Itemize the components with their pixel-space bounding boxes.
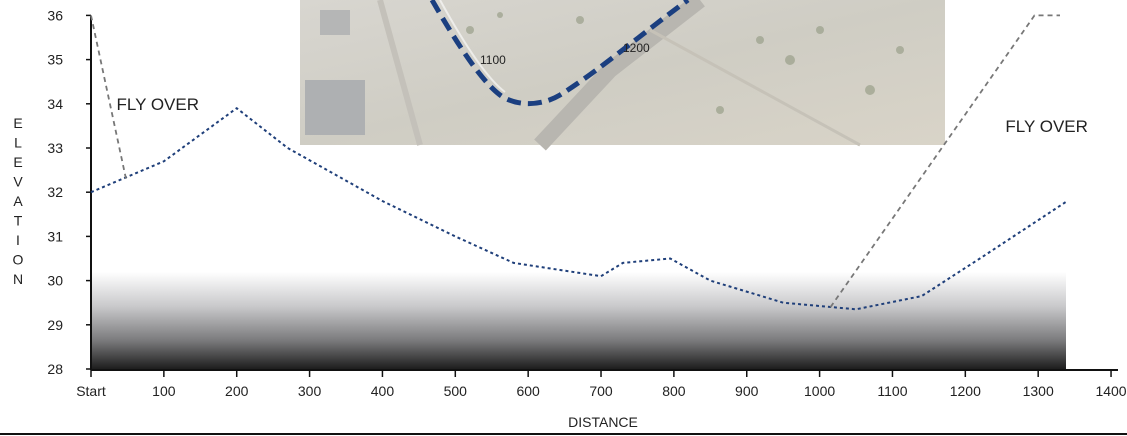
- x-tick-label: 1400: [1095, 383, 1126, 399]
- x-tick-label: 1000: [804, 383, 835, 399]
- x-tick-label: 100: [152, 383, 176, 399]
- series-lines: [90, 14, 1068, 311]
- fly-over-annotation: FLY OVER: [1005, 117, 1088, 136]
- map-building: [305, 80, 365, 135]
- x-tick-label: Start: [76, 383, 106, 399]
- map-vegetation: [466, 12, 904, 114]
- y-axis-title-letter: E: [13, 115, 22, 131]
- x-tick-label: 600: [516, 383, 540, 399]
- map-road: [534, 0, 705, 151]
- y-tick-label: 34: [47, 96, 63, 112]
- y-axis-title-letter: O: [13, 252, 24, 268]
- x-tick-label: 900: [735, 383, 759, 399]
- annotations: FLY OVER FLY OVER: [117, 95, 1088, 136]
- y-axis-title-letter: V: [13, 174, 23, 190]
- y-tick-label: 30: [47, 273, 63, 289]
- map-route: [429, 0, 690, 107]
- elevation-profile-line: [90, 106, 1068, 311]
- map-track: [649, 28, 861, 147]
- x-tick-label: 300: [298, 383, 322, 399]
- y-axis-title-letter: T: [14, 213, 23, 229]
- y-axis-title-letter: I: [16, 232, 20, 248]
- fly-over-line: [90, 15, 127, 180]
- y-axis-title-letter: E: [13, 154, 22, 170]
- y-tick-label: 36: [47, 7, 63, 23]
- map-label-1100: 1100: [480, 53, 506, 67]
- map-route-underlay: [439, 0, 506, 93]
- x-tick-label: 200: [225, 383, 249, 399]
- x-tick-label: 700: [589, 383, 613, 399]
- y-tick-label: 29: [47, 317, 63, 333]
- map-building: [320, 10, 350, 35]
- x-tick-label: 1100: [877, 383, 907, 399]
- y-axis-title-letter: A: [13, 193, 23, 209]
- map-road-secondary: [377, 0, 423, 146]
- y-ticks: 28 29 30 31 32 33 34 35 36: [47, 7, 91, 377]
- x-ticks: Start 100 200 300 400 500 600 700 800 900 1000 1100…: [76, 370, 1127, 399]
- map-background: [300, 0, 945, 145]
- x-tick-label: 400: [371, 383, 395, 399]
- x-axis-title: DISTANCE: [568, 414, 638, 430]
- x-tick-label: 1200: [950, 383, 981, 399]
- ground-gradient: [91, 272, 1066, 370]
- y-tick-label: 31: [47, 228, 63, 244]
- inset-map: 1100 1200: [300, 0, 945, 151]
- y-axis-title-letter: N: [13, 271, 23, 287]
- x-tick-label: 800: [662, 383, 686, 399]
- y-axis-title-letter: L: [14, 135, 22, 151]
- fly-over-annotation: FLY OVER: [117, 95, 200, 114]
- y-tick-label: 28: [47, 361, 63, 377]
- y-tick-label: 33: [47, 140, 63, 156]
- x-tick-label: 500: [444, 383, 468, 399]
- fly-over-line: [829, 14, 1060, 308]
- y-tick-label: 32: [47, 184, 63, 200]
- y-tick-label: 35: [47, 52, 63, 68]
- map-label-1200: 1200: [623, 41, 650, 55]
- x-tick-label: 1300: [1023, 383, 1054, 399]
